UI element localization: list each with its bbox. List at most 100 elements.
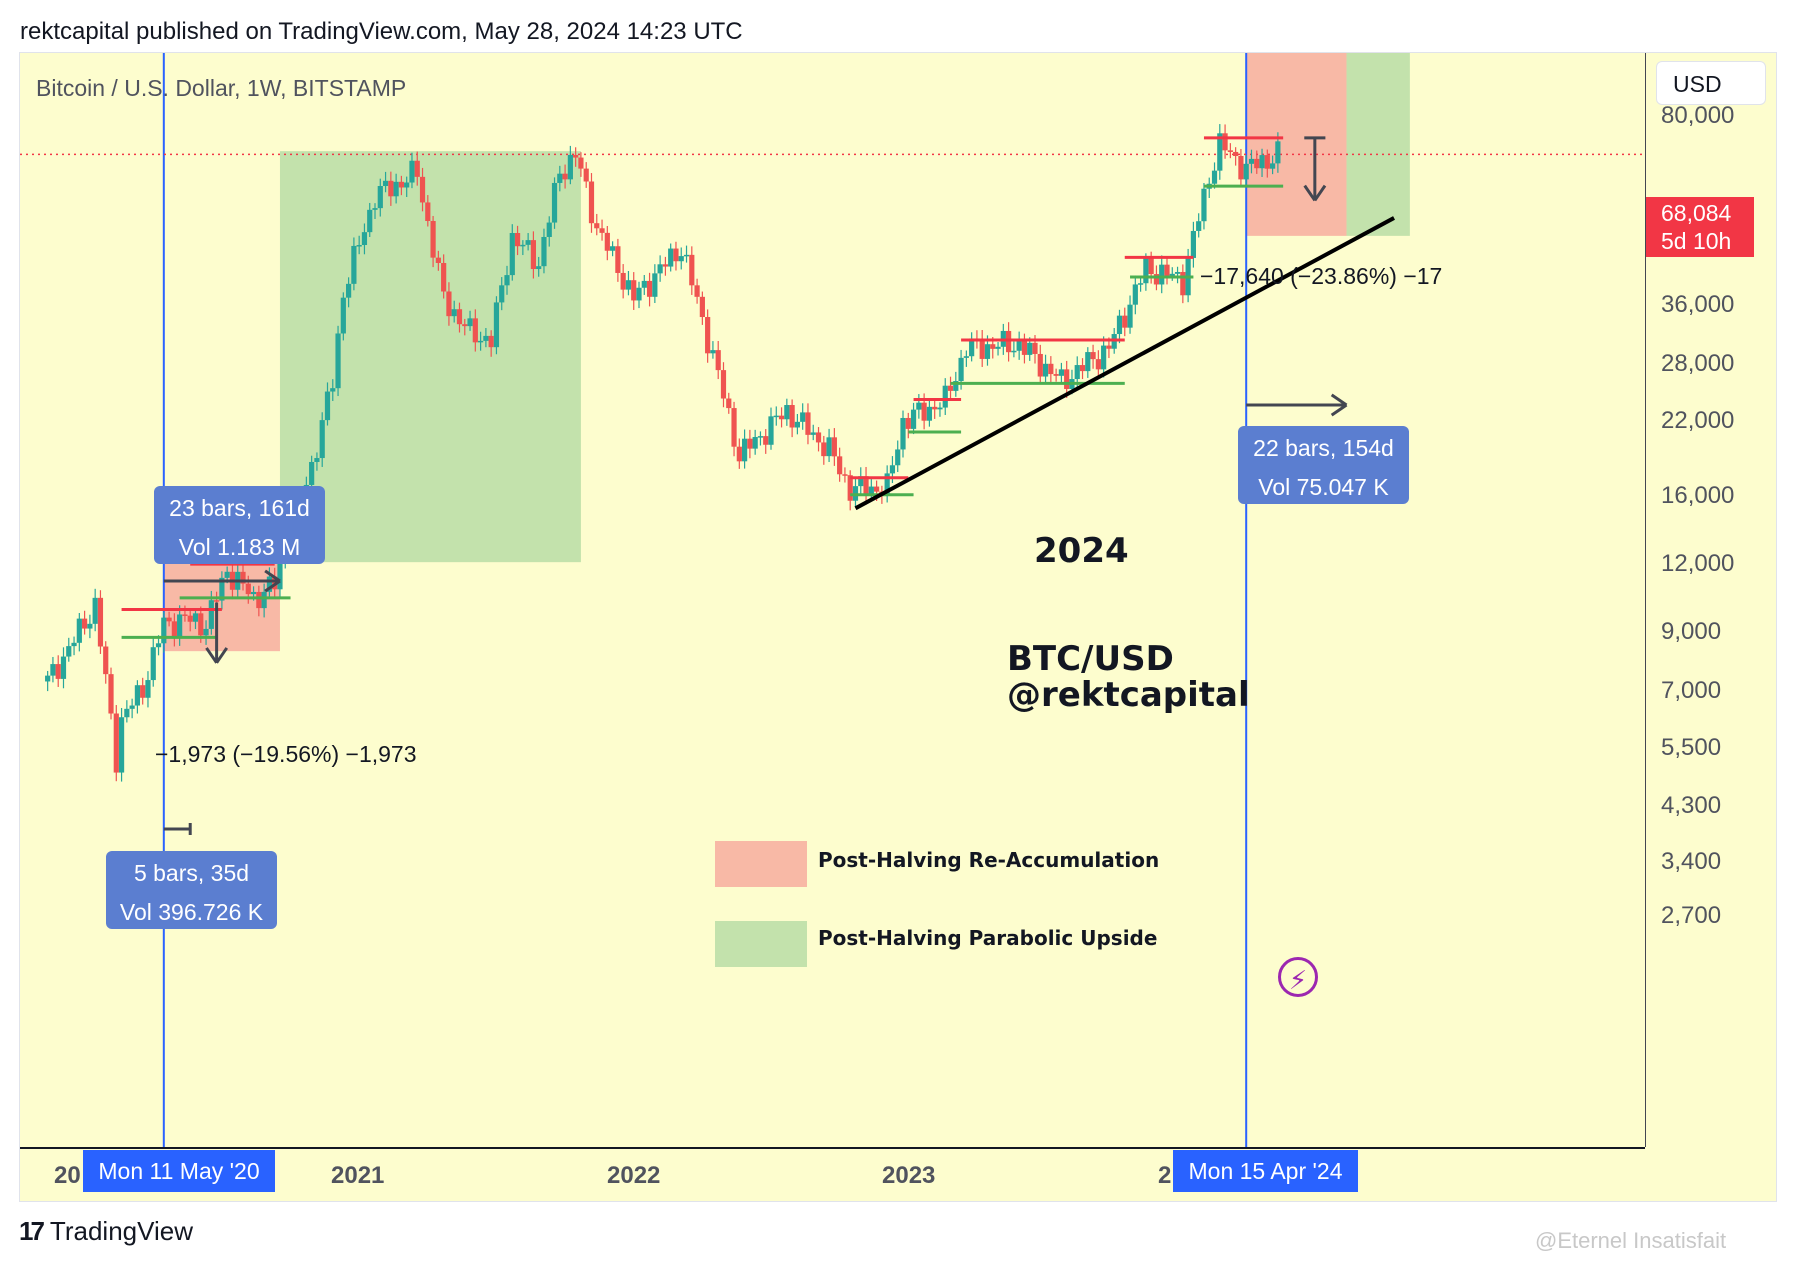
- candle-body: [784, 405, 790, 420]
- candle-body: [689, 254, 695, 286]
- candle-body: [726, 398, 732, 409]
- candle-body: [668, 248, 674, 267]
- candle-body: [309, 461, 315, 485]
- candle-body: [810, 432, 816, 435]
- candle-body: [900, 417, 906, 450]
- candle-body: [245, 583, 251, 595]
- candle-body: [1064, 369, 1070, 389]
- candle-body: [1058, 369, 1065, 376]
- candle-body: [198, 613, 204, 636]
- candle-body: [367, 209, 373, 233]
- time-arrow-2020-head-0: [264, 569, 281, 583]
- candle-body: [435, 257, 441, 263]
- candle-body: [916, 402, 922, 410]
- time-axis[interactable]: 20 2021 2022 2023 2 Mon 11 May '20 Mon 1…: [20, 1147, 1645, 1201]
- candle-body: [747, 438, 753, 449]
- candle-body: [129, 705, 135, 709]
- candle-body: [1027, 342, 1033, 355]
- trendline: [854, 216, 1395, 511]
- candle-body: [1275, 141, 1281, 164]
- price-axis[interactable]: USD 80,00048,00036,00028,00022,00016,000…: [1645, 53, 1776, 1147]
- price-tick: 7,000: [1661, 677, 1722, 705]
- price-tick: 22,000: [1661, 407, 1735, 435]
- price-tick: 12,000: [1661, 550, 1735, 578]
- candle-body: [1243, 163, 1249, 180]
- candle-body: [858, 476, 864, 487]
- candle-body: [794, 421, 801, 428]
- reaccumulation-zone-2024: [1246, 53, 1347, 236]
- candle-body: [1169, 273, 1175, 276]
- time-tick-2020: 20: [54, 1162, 81, 1189]
- candle-body: [1222, 133, 1228, 151]
- candle-body: [979, 339, 985, 359]
- candle-body: [1074, 365, 1080, 380]
- candle-body: [742, 438, 748, 462]
- candle-body: [124, 708, 130, 718]
- candle-body: [256, 591, 262, 609]
- candle-body: [937, 407, 943, 410]
- candle-body: [731, 408, 737, 447]
- candle-body: [76, 618, 82, 643]
- candle-body: [166, 617, 172, 622]
- lightning-icon[interactable]: ⚡: [1278, 957, 1318, 997]
- candle-body: [1037, 353, 1043, 377]
- candle-body: [874, 486, 880, 492]
- candle-body: [995, 346, 1001, 349]
- candle-body: [594, 223, 600, 229]
- candle-body: [805, 412, 811, 435]
- tradingview-brand: TradingView: [49, 1216, 193, 1246]
- candle-body: [314, 458, 320, 462]
- candle-body: [768, 416, 774, 445]
- candle-body: [963, 356, 969, 358]
- measure-bars: 5 bars, 35d: [133, 860, 250, 886]
- tradingview-logo[interactable]: 17 TradingView: [19, 1216, 193, 1247]
- price-tick: 4,300: [1661, 792, 1722, 820]
- candle-body: [895, 449, 901, 466]
- price-tick: 28,000: [1661, 350, 1735, 378]
- candle-body: [483, 335, 489, 341]
- currency-button[interactable]: USD: [1656, 61, 1766, 105]
- candle-body: [557, 173, 563, 183]
- parabolic-upside-zone-2020: [279, 151, 581, 563]
- chart-area[interactable]: Bitcoin / U.S. Dollar, 1W, BITSTAMP 23 b…: [19, 52, 1777, 1202]
- candle-body: [351, 245, 357, 284]
- symbol-title[interactable]: Bitcoin / U.S. Dollar, 1W, BITSTAMP: [36, 75, 407, 101]
- candle-body: [778, 415, 785, 420]
- candle-body: [1053, 374, 1059, 376]
- candle-body: [140, 685, 146, 698]
- candle-body: [1042, 363, 1049, 377]
- candle-body: [837, 456, 843, 475]
- candle-body: [1211, 170, 1218, 184]
- candle-body: [1227, 150, 1233, 152]
- candle-body: [277, 562, 283, 590]
- candle-body: [393, 181, 399, 197]
- candle-body: [82, 618, 88, 629]
- candle-body: [335, 333, 341, 389]
- candle-body: [150, 647, 156, 681]
- candle-body: [710, 350, 716, 354]
- candle-body: [1101, 345, 1107, 370]
- candle-body: [60, 656, 67, 679]
- parabolic-upside-zone-2024: [1346, 53, 1410, 236]
- candle-body: [219, 577, 225, 601]
- candle-body: [182, 614, 188, 616]
- measure-box-2020-short: 5 bars, 35d Vol 396.726 K: [106, 851, 277, 929]
- candle-body: [551, 182, 558, 223]
- last-price-badge: 68,084 5d 10h: [1646, 197, 1754, 257]
- candle-body: [947, 385, 954, 391]
- candle-body: [863, 476, 869, 496]
- candle-body: [520, 244, 526, 247]
- candle-body: [45, 675, 51, 682]
- candle-body: [910, 409, 917, 429]
- candle-body: [467, 318, 473, 327]
- candle-body: [1132, 284, 1138, 305]
- candle-body: [514, 233, 521, 247]
- candle-body: [1095, 359, 1101, 370]
- price-plot[interactable]: [20, 53, 1645, 1147]
- candle-body: [715, 350, 721, 371]
- candle-body: [652, 273, 658, 297]
- author-watermark-handle: @rektcapital: [1007, 675, 1250, 715]
- candle-body: [409, 160, 415, 183]
- candle-body: [1127, 304, 1133, 328]
- candle-body: [499, 285, 505, 303]
